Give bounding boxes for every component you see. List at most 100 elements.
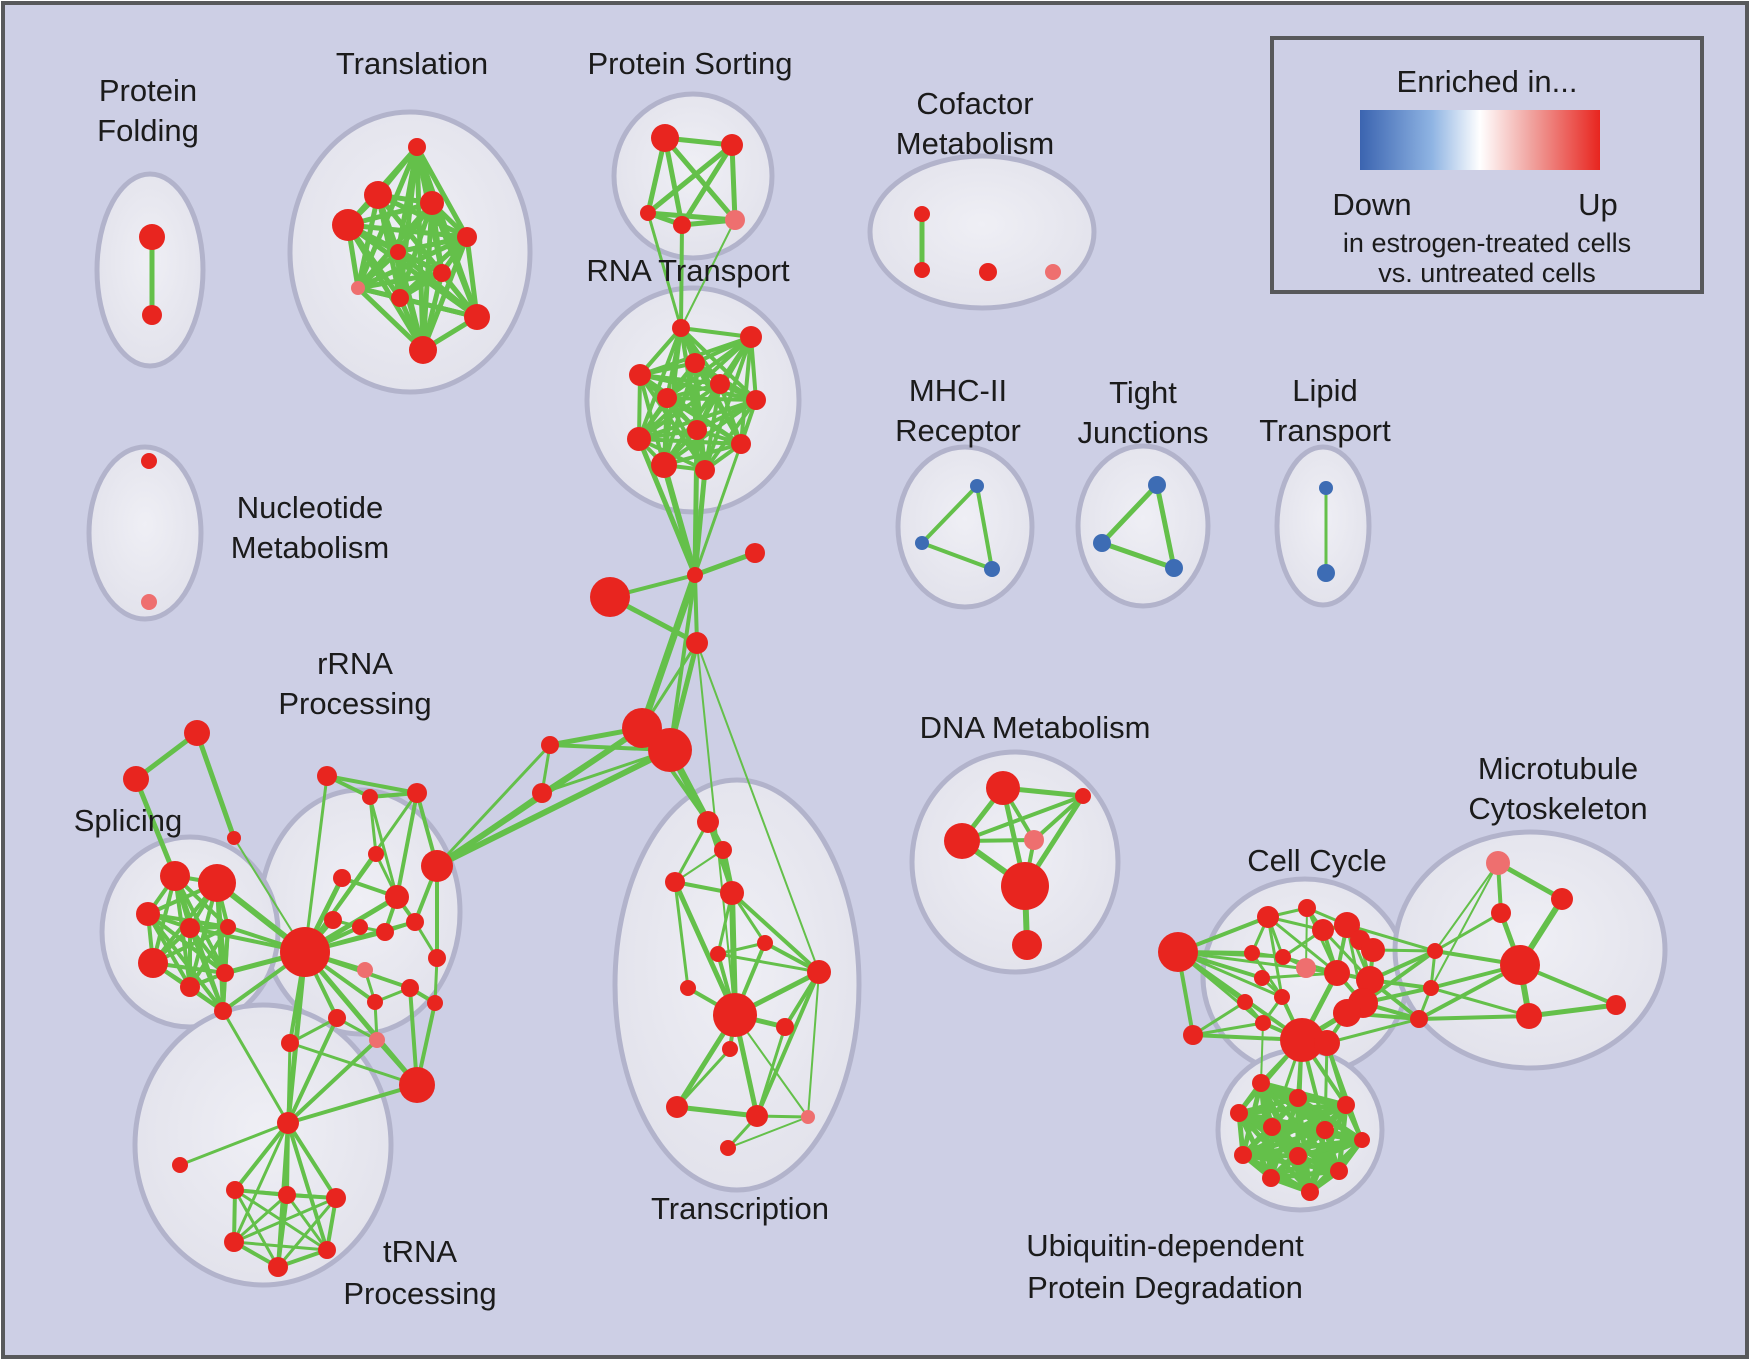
- edge: [716, 941, 767, 956]
- protein-folding-label: Protein: [99, 73, 197, 108]
- rrna-processing-node-17: [428, 949, 446, 967]
- edge: [133, 776, 178, 879]
- edge: [1268, 1168, 1342, 1181]
- edge: [464, 234, 480, 320]
- legend-title: Enriched in...: [1397, 64, 1578, 99]
- edge: [233, 1121, 290, 1192]
- edge: [233, 1188, 329, 1252]
- edge: [638, 571, 699, 732]
- rna-transport-node-3: [629, 364, 651, 386]
- edge: [637, 437, 707, 472]
- edge: [673, 820, 710, 884]
- rrna-processing-node-1: [123, 766, 149, 792]
- edge: [286, 1121, 329, 1252]
- cofactor-metabolism-node-2: [979, 263, 997, 281]
- edge: [1430, 862, 1499, 989]
- edge: [637, 326, 683, 441]
- lipid-transport-label: Lipid: [1292, 373, 1358, 408]
- rrna-processing-node-19: [427, 995, 443, 1011]
- microtubule-cytoskeleton-node-8: [1410, 1010, 1428, 1028]
- translation-node-9: [464, 304, 490, 330]
- cell-cycle-node-2: [1257, 906, 1279, 928]
- trna-processing-node-4: [326, 1188, 346, 1208]
- transcription-node-8: [713, 993, 757, 1037]
- edge: [727, 1116, 809, 1149]
- edge: [1099, 482, 1160, 546]
- legend-caption-line1: in estrogen-treated cells: [1343, 228, 1631, 258]
- edge: [1305, 907, 1308, 969]
- tight-junctions-ellipse: [1075, 443, 1211, 609]
- edge: [679, 326, 753, 339]
- edge: [662, 135, 685, 228]
- mhc-ii-receptor-label: Receptor: [895, 413, 1021, 448]
- edge: [673, 880, 690, 990]
- transcription-node-4: [757, 935, 773, 951]
- protein-sorting-node-1: [721, 134, 743, 156]
- connectors-node-1: [745, 543, 765, 563]
- transcription-node-14: [720, 1140, 736, 1156]
- legend-up-label: Up: [1578, 187, 1618, 222]
- cell-cycle-node-7: [1254, 970, 1270, 986]
- rrna-processing-label: rRNA: [317, 646, 393, 681]
- edge: [233, 1188, 280, 1269]
- cell-cycle-node-15: [1333, 999, 1361, 1027]
- splicing-node-0: [160, 861, 190, 891]
- dna-metabolism-ellipse: [909, 749, 1121, 975]
- translation-node-5: [390, 244, 406, 260]
- cell-cycle-node-11: [1361, 938, 1385, 962]
- rna-transport-node-11: [695, 460, 715, 480]
- edge: [1429, 986, 1531, 1018]
- transcription-node-5: [710, 946, 726, 962]
- edge: [920, 484, 979, 545]
- edge: [1032, 794, 1085, 842]
- splicing-label: Splicing: [74, 803, 183, 838]
- edge: [1236, 1102, 1349, 1116]
- dna-metabolism-node-4: [1001, 862, 1049, 910]
- rrna-processing-node-14: [280, 927, 330, 977]
- translation-node-10: [409, 336, 437, 364]
- microtubule-cytoskeleton-node-6: [1427, 943, 1443, 959]
- edge: [1325, 1041, 1364, 1142]
- mhc-ii-receptor-node-2: [984, 561, 1000, 577]
- transcription-node-3: [720, 881, 744, 905]
- splicing-node-2: [136, 902, 160, 926]
- cofactor-metabolism-node-3: [1045, 264, 1061, 280]
- edge: [730, 891, 821, 974]
- protein-sorting-node-0: [651, 124, 679, 152]
- translation-node-8: [391, 289, 409, 307]
- cofactor-metabolism-node-1: [914, 262, 930, 278]
- dna-metabolism-node-2: [944, 823, 980, 859]
- rrna-processing-node-20: [328, 1009, 346, 1027]
- edge: [178, 1121, 290, 1167]
- edge: [679, 223, 684, 330]
- edge: [173, 874, 227, 975]
- trna-processing-node-2: [226, 1181, 244, 1199]
- rna-transport-node-9: [731, 434, 751, 454]
- dna-metabolism-node-5: [1012, 930, 1042, 960]
- edge: [355, 249, 401, 291]
- protein-sorting-node-4: [725, 210, 745, 230]
- cell-cycle-node-6: [1296, 958, 1316, 978]
- edge: [429, 200, 480, 320]
- mhc-ii-receptor-ellipse: [895, 444, 1035, 610]
- transcription-node-9: [776, 1018, 794, 1036]
- transcription-node-11: [666, 1096, 688, 1118]
- edge: [645, 142, 735, 216]
- ubiquitin-degradation-node-10: [1330, 1162, 1348, 1180]
- trna-processing-node-1: [172, 1157, 188, 1173]
- rrna-processing-node-22: [281, 1034, 299, 1052]
- protein-sorting-node-3: [673, 216, 691, 234]
- cell-cycle-node-20: [1314, 1030, 1340, 1056]
- cell-cycle-node-8: [1312, 919, 1334, 941]
- edge: [672, 879, 738, 1018]
- cell-cycle-node-19: [1280, 1018, 1324, 1062]
- splicing-node-8: [214, 1002, 232, 1020]
- cell-cycle-node-4: [1244, 945, 1260, 961]
- nucleotide-metabolism-label: Metabolism: [231, 530, 390, 565]
- splicing-node-1: [198, 864, 236, 902]
- edge: [696, 642, 820, 973]
- transcription-node-6: [807, 960, 831, 984]
- protein-sorting-node-2: [640, 205, 656, 221]
- trna-processing-ellipse: [132, 1002, 394, 1288]
